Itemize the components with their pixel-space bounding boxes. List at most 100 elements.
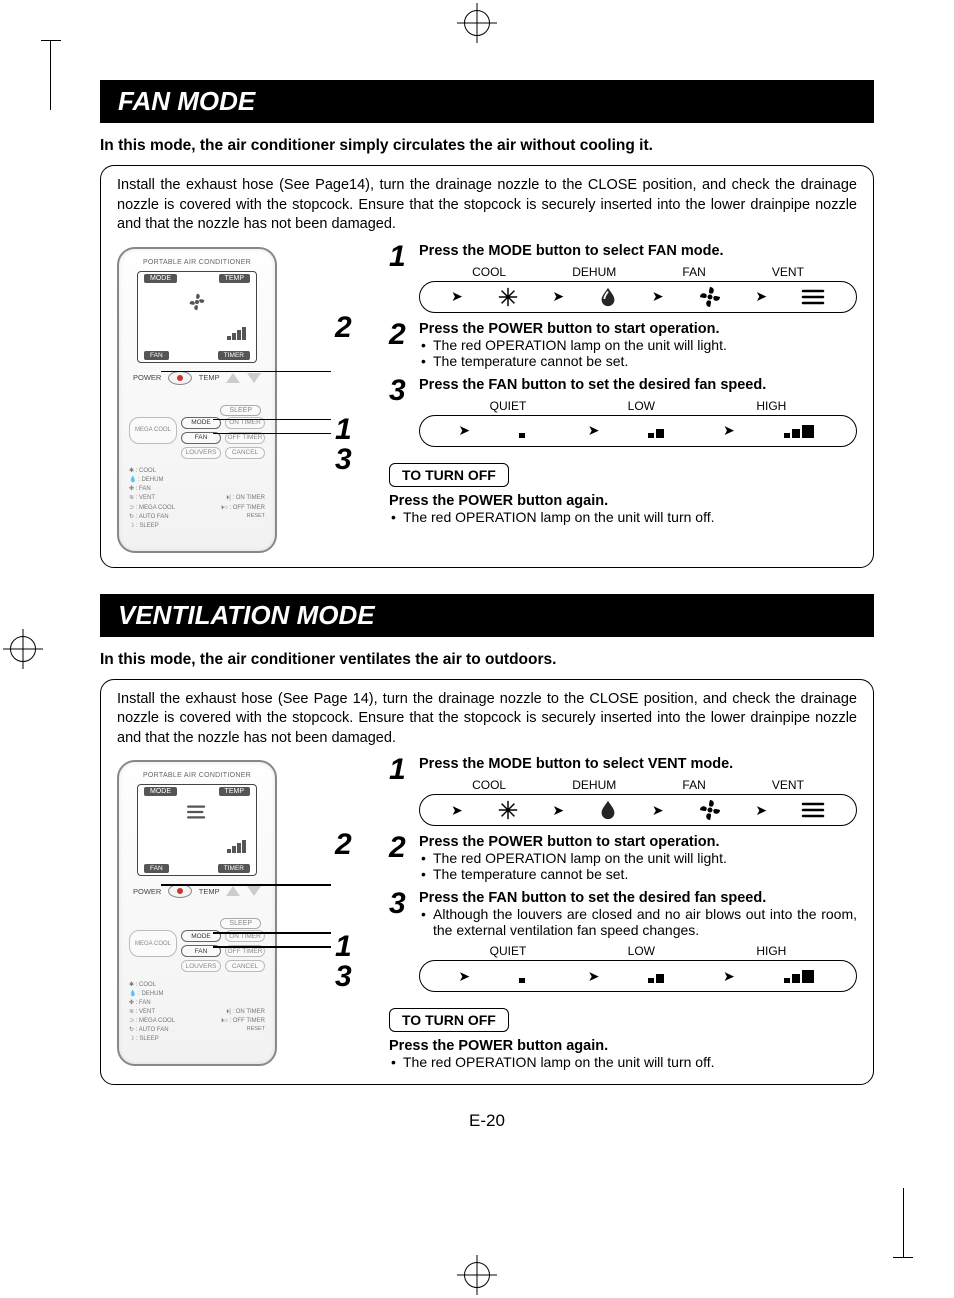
snowflake-icon [497, 286, 519, 308]
temp-label: TEMP [199, 887, 220, 896]
step1-num: 1 [389, 243, 411, 313]
crop-mark-top [464, 10, 490, 36]
callout-line-2 [161, 884, 331, 886]
temp-up-icon [226, 373, 240, 383]
fan-low-label: LOW [628, 944, 655, 958]
turnoff-bullet: The red OPERATION lamp on the unit will … [389, 509, 857, 525]
v-turnoff-bullet: The red OPERATION lamp on the unit will … [389, 1054, 857, 1070]
cancel-button: CANCEL [225, 447, 265, 459]
bars1-icon [519, 424, 539, 438]
temp-up-icon [226, 886, 240, 896]
callout-2: 2 [335, 828, 352, 862]
intro-fan: In this mode, the air conditioner simply… [100, 137, 874, 155]
section-title-vent: VENTILATION MODE [100, 594, 874, 637]
v-step2-num: 2 [389, 834, 411, 882]
lcd-temp: TEMP [219, 274, 250, 283]
mode-fan-label: FAN [682, 265, 705, 279]
fan-high-label: HIGH [756, 944, 786, 958]
fan-quiet-label: QUIET [490, 399, 527, 413]
v-step3-title: Press the FAN button to set the desired … [419, 890, 857, 906]
callout-line-1 [213, 932, 331, 934]
callout-1: 1 [335, 930, 352, 964]
lcd-timer: TIMER [218, 351, 250, 360]
mode-cool-label: COOL [472, 778, 506, 792]
temp-down-icon [247, 886, 261, 896]
fan-icon [698, 798, 722, 822]
bars2-icon [648, 424, 674, 438]
callout-2: 2 [335, 311, 352, 345]
droplet-icon [598, 286, 618, 308]
fan-bars-icon [227, 840, 246, 853]
power-label: POWER [133, 887, 161, 896]
box-vent: Install the exhaust hose (See Page 14), … [100, 679, 874, 1086]
fan-quiet-label: QUIET [490, 944, 527, 958]
remote-lcd: MODE TEMP FAN TIMER [137, 784, 257, 876]
lcd-fan: FAN [144, 864, 169, 873]
arrow-icon: ➤ [451, 288, 463, 305]
mode-dehum-label: DEHUM [572, 778, 616, 792]
crop-mark-left [10, 636, 36, 662]
remote-lcd: MODE TEMP FAN TIMER [137, 271, 257, 363]
callout-3: 3 [335, 443, 352, 477]
mode-dehum-label: DEHUM [572, 265, 616, 279]
bars2-icon [648, 969, 674, 983]
remote-brand: PORTABLE AIR CONDITIONER [119, 772, 275, 779]
v-step2-title: Press the POWER button to start operatio… [419, 834, 857, 850]
section-title-fan: FAN MODE [100, 80, 874, 123]
step2-num: 2 [389, 321, 411, 369]
power-button-icon [168, 884, 192, 898]
v-step1-num: 1 [389, 756, 411, 826]
crop-mark-bottom [464, 1262, 490, 1288]
fan-high-label: HIGH [756, 399, 786, 413]
lcd-timer: TIMER [218, 864, 250, 873]
prelude-fan: Install the exhaust hose (See Page14), t… [117, 176, 857, 235]
louvers-button: LOUVERS [181, 447, 221, 459]
lcd-mode: MODE [144, 787, 177, 796]
mode-cool-label: COOL [472, 265, 506, 279]
step1-title: Press the MODE button to select FAN mode… [419, 243, 857, 259]
callout-line-1 [213, 419, 331, 421]
steps-col-vent: 1 Press the MODE button to select VENT m… [389, 756, 857, 1070]
v-turnoff-label: TO TURN OFF [389, 1008, 509, 1032]
remote-col-fan: PORTABLE AIR CONDITIONER MODE TEMP [117, 243, 377, 553]
callout-line-3 [213, 946, 331, 948]
remote-brand: PORTABLE AIR CONDITIONER [119, 259, 275, 266]
step2-title: Press the POWER button to start operatio… [419, 321, 857, 337]
page: FAN MODE In this mode, the air condition… [100, 80, 874, 1228]
step3-title: Press the FAN button to set the desired … [419, 377, 857, 393]
fan-strip: QUIET LOW HIGH ➤ ➤ ➤ [419, 944, 857, 992]
bars3-icon [784, 424, 818, 438]
lcd-mode: MODE [144, 274, 177, 283]
callout-line-2 [161, 371, 331, 373]
step2-bullet2: The temperature cannot be set. [419, 353, 857, 369]
turnoff-label: TO TURN OFF [389, 463, 509, 487]
mode-vent-label: VENT [772, 265, 804, 279]
box-fan: Install the exhaust hose (See Page14), t… [100, 165, 874, 568]
fan-strip: QUIET LOW HIGH ➤ ➤ ➤ [419, 399, 857, 447]
remote-col-vent: PORTABLE AIR CONDITIONER MODE TEMP [117, 756, 377, 1070]
v-step3-bullet: Although the louvers are closed and no a… [419, 906, 857, 938]
sleep-button: SLEEP [220, 918, 261, 929]
remote-illustration: PORTABLE AIR CONDITIONER MODE TEMP [117, 247, 277, 553]
cancel-button: CANCEL [225, 960, 265, 972]
v-step2-bullet2: The temperature cannot be set. [419, 866, 857, 882]
remote-legend: ✱ : COOL 💧 : DEHUM ✤ : FAN ≋ : VENT⏵| : … [129, 467, 265, 531]
temp-down-icon [247, 373, 261, 383]
mode-fan-label: FAN [682, 778, 705, 792]
v-step2-bullet1: The red OPERATION lamp on the unit will … [419, 850, 857, 866]
step3-num: 3 [389, 377, 411, 447]
prelude-vent: Install the exhaust hose (See Page 14), … [117, 690, 857, 749]
vent-icon [801, 288, 825, 306]
steps-col-fan: 1 Press the MODE button to select FAN mo… [389, 243, 857, 553]
power-button-icon [168, 371, 192, 385]
callout-line-3 [213, 433, 331, 435]
lcd-fan: FAN [144, 351, 169, 360]
bars3-icon [784, 969, 818, 983]
page-number: E-20 [100, 1111, 874, 1131]
power-label: POWER [133, 373, 161, 382]
sleep-button: SLEEP [220, 405, 261, 416]
droplet-icon [598, 799, 618, 821]
vent-icon [801, 801, 825, 819]
turnoff-title: Press the POWER button again. [389, 493, 857, 509]
intro-vent: In this mode, the air conditioner ventil… [100, 651, 874, 669]
